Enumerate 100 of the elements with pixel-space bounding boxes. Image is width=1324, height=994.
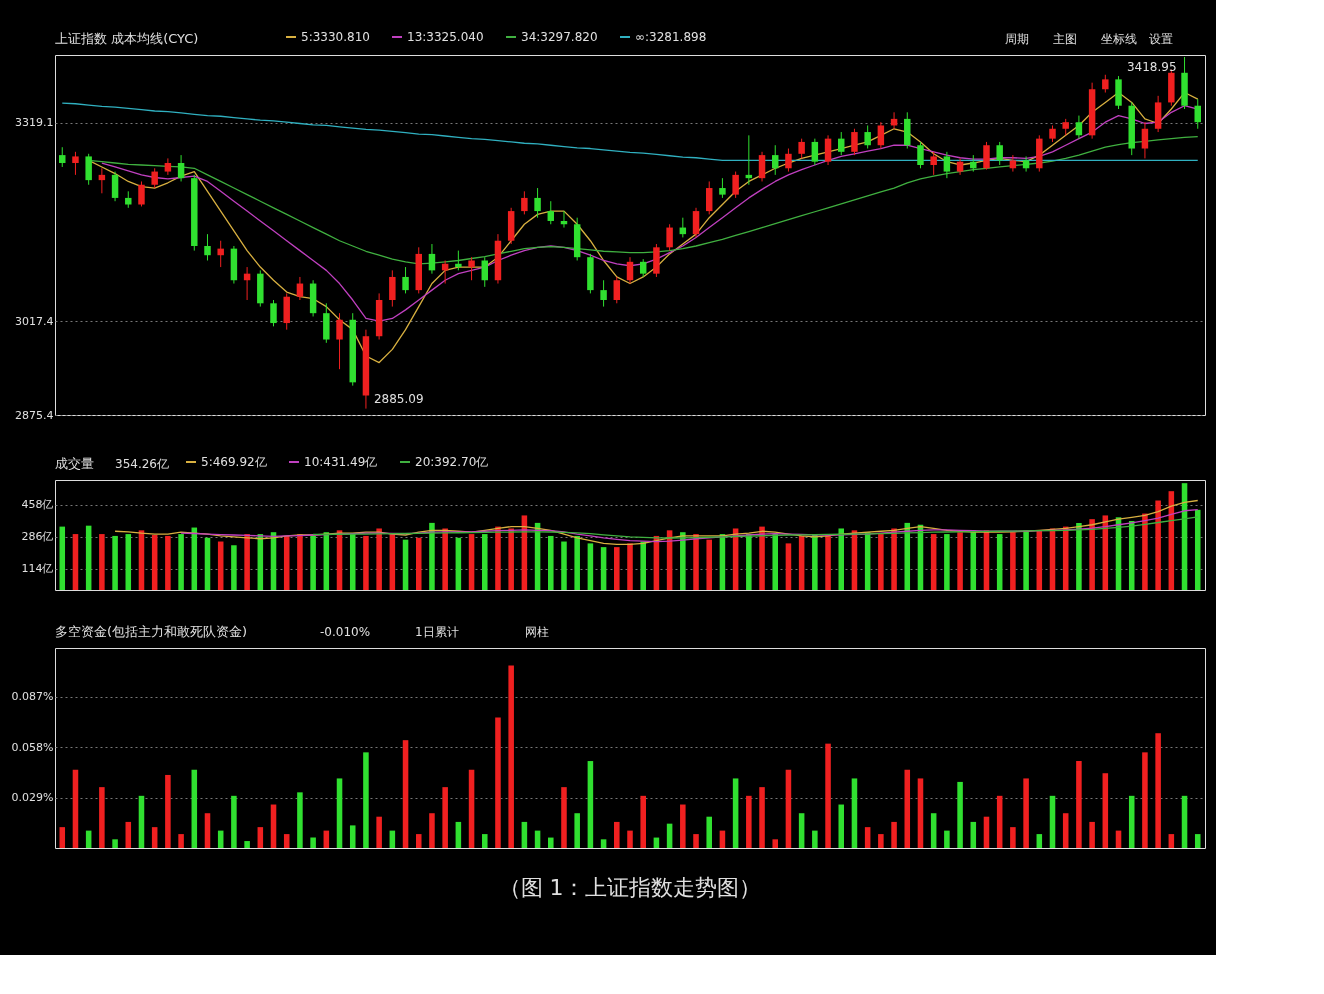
bar <box>548 535 554 590</box>
bar <box>574 813 580 848</box>
candlestick <box>1009 154 1017 173</box>
bar <box>759 787 765 848</box>
bar <box>336 778 343 848</box>
bar <box>191 769 198 848</box>
bar <box>891 821 897 848</box>
bar <box>1062 813 1069 848</box>
candlestick <box>111 171 119 202</box>
candlestick <box>838 131 845 156</box>
bar <box>99 534 105 590</box>
bar <box>481 834 488 848</box>
bar <box>706 816 712 848</box>
candlestick <box>1194 98 1201 130</box>
bar <box>1142 513 1148 590</box>
bar <box>376 816 382 848</box>
bar <box>244 841 250 848</box>
bar <box>864 827 871 848</box>
candlestick <box>217 240 224 268</box>
bar <box>680 532 686 590</box>
candlestick <box>138 180 145 207</box>
bar <box>587 761 594 848</box>
candlestick <box>943 151 951 179</box>
candlestick <box>85 153 92 186</box>
bar <box>878 834 884 848</box>
bar <box>706 539 712 590</box>
bar <box>772 534 779 590</box>
bar <box>812 534 818 590</box>
bar <box>310 535 316 590</box>
bar <box>798 813 805 848</box>
y-tick-label: 3017.4 <box>15 314 54 328</box>
candlestick <box>930 151 937 176</box>
bar <box>165 535 171 590</box>
bar <box>680 804 686 848</box>
bar <box>402 539 409 590</box>
bar <box>112 535 118 590</box>
y-tick-label: 286亿 <box>21 530 54 544</box>
bar <box>442 787 448 848</box>
bar <box>930 813 937 848</box>
bar <box>574 535 580 590</box>
bar <box>442 528 448 590</box>
candlestick <box>732 171 739 199</box>
text: （图 1：上证指数走势图） <box>498 875 762 900</box>
bar <box>1023 530 1029 590</box>
legend-label: 5:469.92亿 <box>201 455 267 469</box>
bar <box>72 534 79 590</box>
bar <box>376 528 382 590</box>
text: 354.26亿 <box>115 457 169 471</box>
chart-title: 多空资金(包括主力和敢死队资金) <box>55 624 248 639</box>
bar <box>112 839 118 848</box>
bar <box>600 839 607 848</box>
candlestick <box>534 187 541 219</box>
candlestick <box>428 243 436 275</box>
candlestick <box>851 128 858 156</box>
bar <box>640 795 646 848</box>
candlestick <box>758 151 766 182</box>
bar <box>99 787 105 848</box>
bar <box>1023 778 1029 848</box>
bar <box>1102 773 1109 848</box>
text: 网柱 <box>525 625 549 639</box>
bar <box>1089 519 1095 590</box>
bar <box>151 827 158 848</box>
y-tick-label: 0.058% <box>11 740 54 754</box>
bar <box>244 534 250 590</box>
bar <box>429 813 435 848</box>
bar <box>151 535 158 590</box>
candlestick <box>626 256 634 285</box>
bar <box>825 743 831 848</box>
bar <box>838 804 845 848</box>
annotation: 3418.95 <box>1126 60 1177 75</box>
bar <box>746 795 752 848</box>
bar <box>627 830 633 848</box>
bar <box>363 752 369 848</box>
bar <box>402 740 409 848</box>
bar <box>1194 509 1201 590</box>
bar <box>1076 522 1082 590</box>
bar <box>600 547 607 590</box>
bar <box>838 528 845 590</box>
bar <box>1155 500 1161 590</box>
bar <box>904 769 911 848</box>
bar <box>825 534 831 590</box>
bar <box>1142 752 1148 848</box>
candlestick <box>719 177 726 199</box>
legend-label: ∞:3281.898 <box>635 30 707 44</box>
bar <box>415 537 422 590</box>
bar <box>957 781 963 848</box>
candlestick <box>72 151 79 176</box>
bar <box>521 821 528 848</box>
bar <box>904 522 911 590</box>
bar <box>429 522 435 590</box>
candlestick <box>613 276 621 304</box>
text: -0.010% <box>320 625 371 639</box>
bar <box>693 534 699 590</box>
annotation: 2885.09 <box>373 391 424 406</box>
bar <box>204 537 211 590</box>
bar <box>178 834 184 848</box>
bar <box>693 834 699 848</box>
bar <box>561 787 567 848</box>
bar <box>1049 795 1056 848</box>
bar <box>481 534 488 590</box>
